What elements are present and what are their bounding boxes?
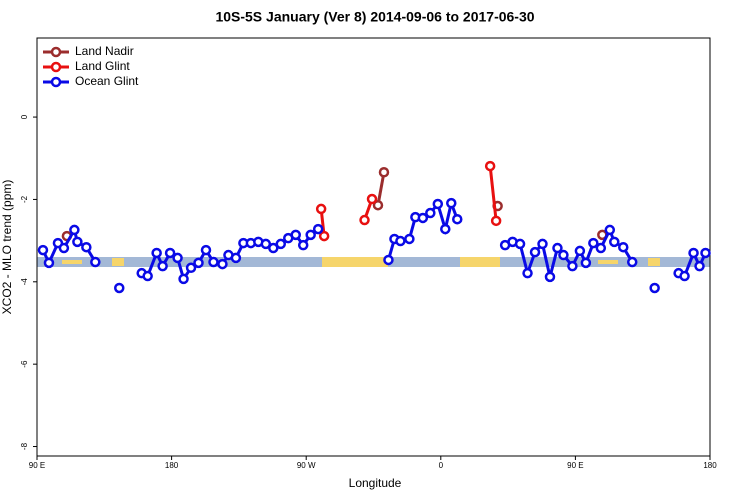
point: [185, 262, 197, 274]
point: [378, 167, 390, 178]
point: [260, 238, 272, 250]
legend-marker: [50, 61, 62, 73]
point: [588, 237, 599, 249]
point: [558, 249, 569, 261]
point: [490, 215, 502, 227]
legend-label: Land Glint: [75, 59, 130, 73]
point: [580, 257, 592, 269]
legend-label: Ocean Glint: [75, 74, 139, 88]
point: [626, 256, 638, 268]
point: [193, 257, 204, 269]
point: [208, 256, 219, 268]
point: [315, 203, 327, 215]
point: [366, 193, 378, 205]
point: [297, 239, 309, 251]
point: [305, 229, 316, 241]
point: [81, 241, 92, 253]
y-tick-label: -4: [20, 278, 29, 286]
point: [142, 270, 153, 282]
point: [43, 257, 55, 269]
point: [164, 247, 176, 259]
point: [290, 229, 301, 241]
series-line: [41, 197, 707, 283]
x-axis-label: Longitude: [349, 476, 402, 490]
point: [268, 242, 279, 254]
point: [604, 224, 616, 236]
point: [151, 247, 162, 259]
x-tick-label: 180: [165, 461, 179, 470]
point: [69, 224, 80, 236]
point: [200, 244, 212, 256]
point: [522, 267, 533, 279]
point: [383, 254, 394, 266]
point: [230, 252, 242, 264]
plot-frame: [36, 37, 711, 457]
point: [178, 273, 189, 285]
x-tick-label: 0: [439, 461, 444, 470]
point: [574, 245, 586, 257]
x-tick-label: 90 W: [297, 461, 316, 470]
y-tick-label: -6: [20, 360, 29, 368]
point: [484, 160, 496, 172]
point: [425, 207, 436, 219]
point: [157, 260, 168, 272]
point: [537, 238, 548, 250]
point: [72, 236, 83, 248]
point: [446, 197, 457, 209]
point: [595, 242, 607, 254]
legend-label: Land Nadir: [75, 44, 134, 58]
y-tick-label: 0: [20, 114, 29, 119]
legend-marker: [50, 76, 62, 88]
point: [37, 244, 49, 256]
series-line: [319, 165, 498, 237]
point: [618, 241, 629, 253]
point: [440, 223, 451, 235]
point: [114, 282, 125, 294]
legend-marker: [50, 46, 62, 58]
map-strip: [37, 257, 710, 267]
chart-title: 10S-5S January (Ver 8) 2014-09-06 to 201…: [215, 9, 534, 25]
point: [649, 282, 660, 294]
point: [609, 236, 620, 248]
point: [544, 271, 556, 283]
point: [452, 213, 463, 225]
point: [700, 247, 711, 259]
x-tick-label: 90 E: [567, 461, 583, 470]
point: [217, 258, 228, 270]
point: [417, 212, 429, 224]
point: [58, 242, 70, 254]
point: [529, 246, 541, 258]
point: [372, 199, 384, 211]
point: [688, 247, 699, 259]
point: [318, 230, 330, 242]
y-axis-label: XCO2 - MLO trend (ppm): [0, 180, 14, 315]
point: [514, 238, 526, 250]
point: [312, 223, 324, 235]
point: [359, 214, 370, 226]
point: [395, 235, 406, 247]
point: [567, 260, 578, 272]
point: [679, 270, 690, 282]
point: [694, 260, 705, 272]
point: [172, 252, 183, 264]
y-tick-label: -2: [20, 195, 29, 203]
point: [552, 242, 563, 254]
x-tick-label: 180: [703, 461, 717, 470]
point: [404, 233, 415, 245]
y-tick-label: -8: [20, 442, 29, 450]
point: [275, 238, 287, 250]
point: [432, 198, 444, 210]
x-tick-label: 90 E: [29, 461, 45, 470]
point: [90, 256, 101, 268]
